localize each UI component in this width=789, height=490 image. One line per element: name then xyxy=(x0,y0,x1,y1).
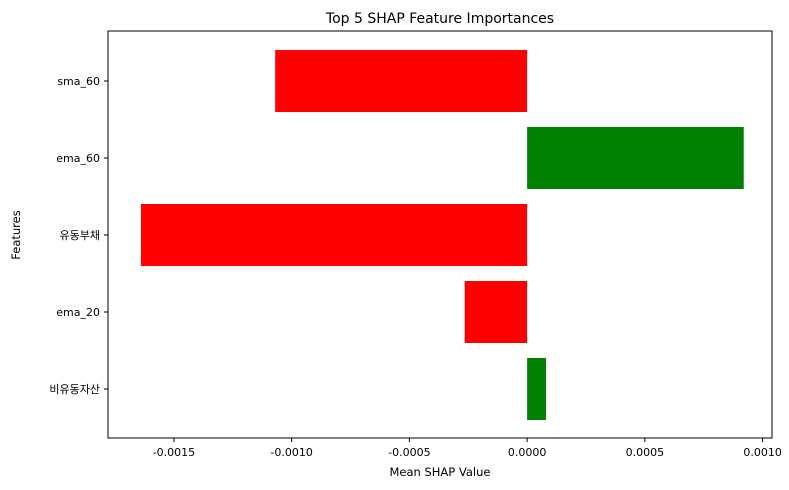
y-axis-label: Features xyxy=(9,210,23,259)
bar-3 xyxy=(464,281,528,343)
y-tick-label: 비유동자산 xyxy=(49,383,100,396)
x-tick-label: 0.0000 xyxy=(508,446,547,459)
bar-0 xyxy=(275,50,528,112)
y-tick-label: ema_20 xyxy=(56,306,100,319)
bar-2 xyxy=(140,204,528,266)
x-tick-label: 0.0005 xyxy=(626,446,665,459)
y-axis-ticks: sma_60 ema_60 유동부채 ema_20 비유동자산 xyxy=(49,75,108,396)
x-tick-label: 0.0010 xyxy=(743,446,782,459)
bars-group xyxy=(140,50,744,420)
bar-4 xyxy=(527,358,546,420)
y-tick-label: sma_60 xyxy=(57,75,100,88)
bar-1 xyxy=(527,127,744,189)
chart-title: Top 5 SHAP Feature Importances xyxy=(325,11,554,27)
x-axis-ticks: -0.0015 -0.0010 -0.0005 0.0000 0.0005 0.0010 xyxy=(153,438,782,459)
x-tick-label: -0.0015 xyxy=(153,446,195,459)
x-tick-label: -0.0010 xyxy=(270,446,312,459)
x-tick-label: -0.0005 xyxy=(388,446,430,459)
y-tick-label: 유동부채 xyxy=(60,229,100,242)
x-axis-label: Mean SHAP Value xyxy=(390,465,491,479)
y-tick-label: ema_60 xyxy=(56,152,100,165)
